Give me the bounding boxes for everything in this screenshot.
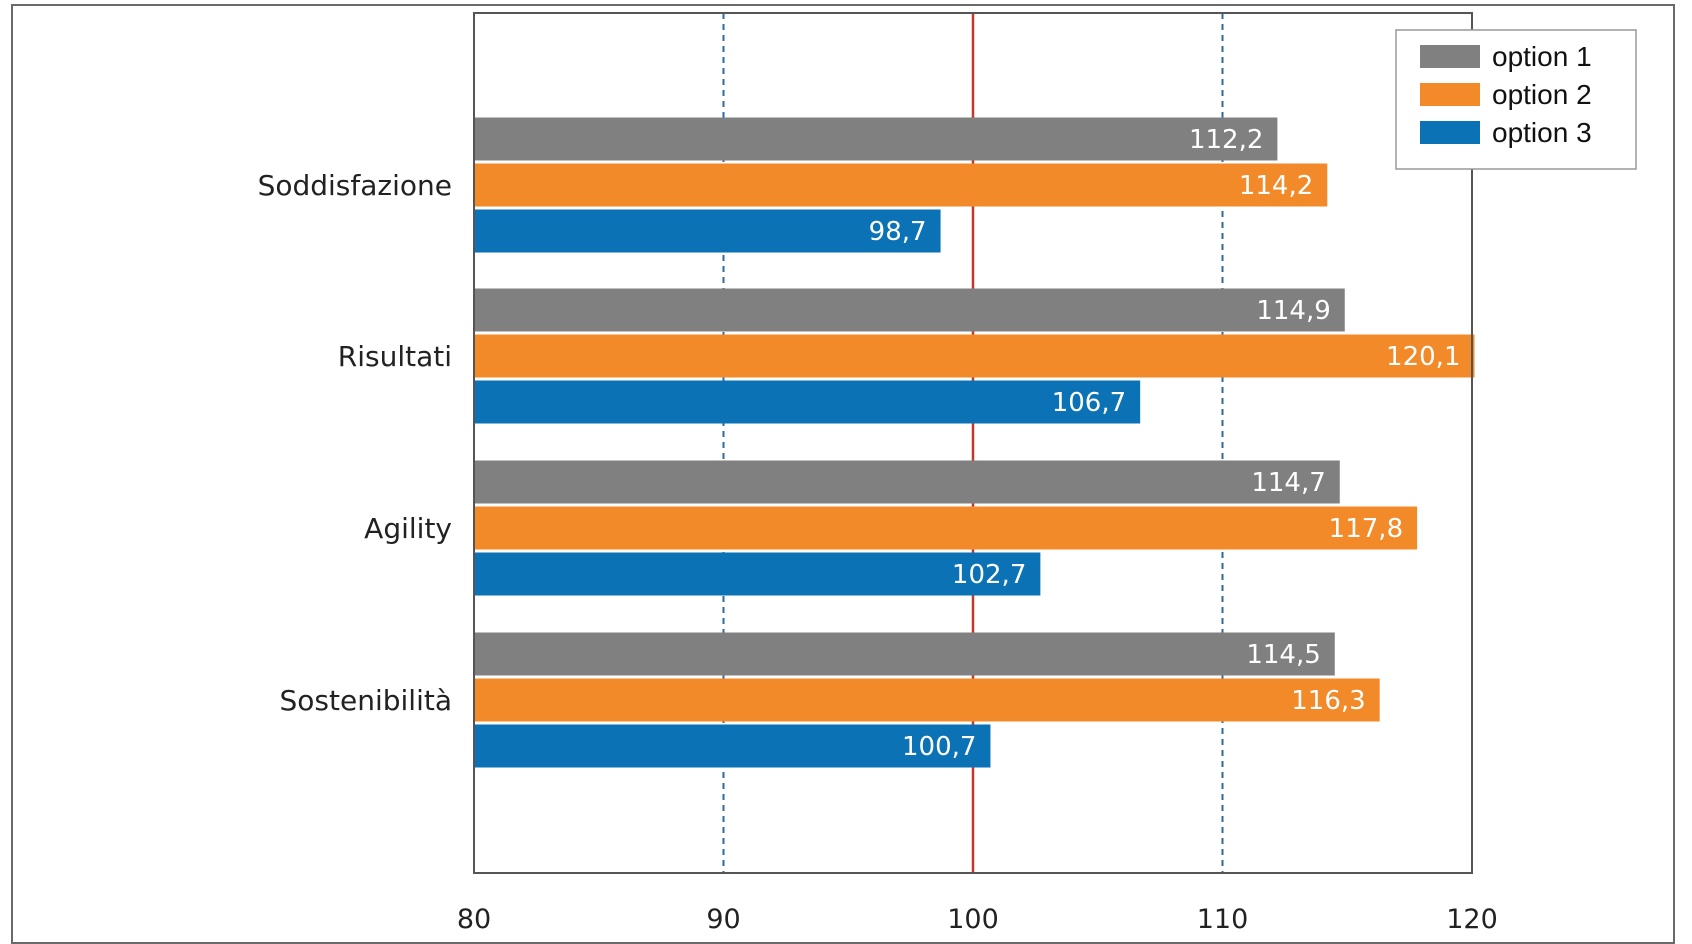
x-tick-label: 110	[1197, 904, 1249, 932]
data-label: 100,7	[902, 732, 976, 762]
data-label: 114,2	[1239, 171, 1313, 201]
bar-3	[474, 380, 1141, 424]
legend-label: option 1	[1492, 41, 1592, 72]
bar-1	[474, 632, 1335, 676]
bar-1	[474, 460, 1340, 504]
category-label: Agility	[364, 512, 452, 545]
category-label: Sostenibilità	[280, 684, 452, 717]
legend-label: option 2	[1492, 79, 1592, 110]
data-label: 117,8	[1329, 514, 1403, 544]
data-label: 120,1	[1386, 342, 1460, 372]
x-tick-label: 100	[947, 904, 999, 932]
bar-2	[474, 163, 1328, 207]
x-tick-label: 80	[457, 904, 491, 932]
category-label: Risultati	[338, 340, 452, 373]
legend-swatch-1	[1420, 45, 1480, 68]
bar-2	[474, 334, 1475, 378]
bar-3	[474, 724, 991, 768]
bar-2	[474, 678, 1380, 722]
data-label: 98,7	[869, 217, 927, 247]
x-tick-label: 90	[706, 904, 740, 932]
category-label: Soddisfazione	[258, 169, 452, 202]
data-label: 114,9	[1256, 296, 1330, 326]
data-label: 116,3	[1291, 686, 1365, 716]
bar-1	[474, 288, 1345, 332]
data-label: 112,2	[1189, 125, 1263, 155]
legend-label: option 3	[1492, 117, 1592, 148]
data-label: 106,7	[1052, 388, 1126, 418]
plot-border	[473, 12, 1473, 874]
data-label: 114,5	[1246, 640, 1320, 670]
bar-3	[474, 209, 941, 253]
x-tick-label: 120	[1446, 904, 1498, 932]
bar-3	[474, 552, 1041, 596]
legend-swatch-2	[1420, 83, 1480, 106]
data-label: 102,7	[952, 560, 1026, 590]
legend-swatch-3	[1420, 121, 1480, 144]
bar-1	[474, 117, 1278, 161]
bar-2	[474, 506, 1418, 550]
data-label: 114,7	[1251, 468, 1325, 498]
